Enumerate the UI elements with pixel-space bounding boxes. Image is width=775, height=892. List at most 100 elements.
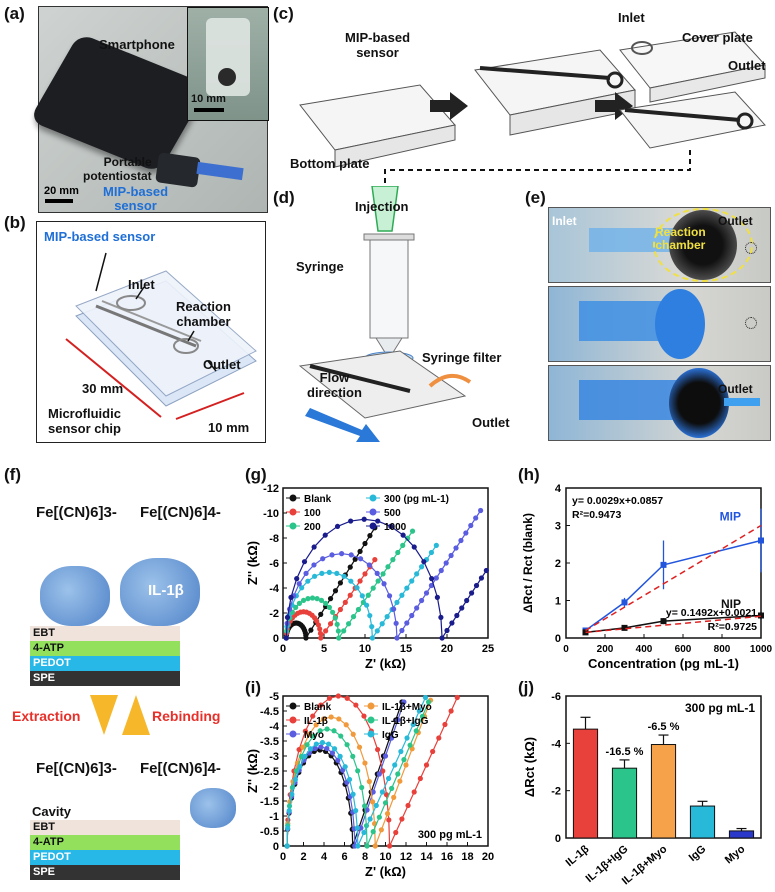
data-point (299, 585, 305, 591)
x-tick-label: 2 (300, 851, 306, 863)
data-point (370, 829, 376, 835)
length-label: 30 mm (82, 381, 124, 396)
cover-inlet (631, 41, 653, 55)
data-point (434, 594, 440, 600)
layer-ebt-bottom: EBT (30, 820, 180, 835)
panel-b-drawing (65, 252, 257, 420)
data-point (296, 746, 302, 753)
x-tick-label: 14 (420, 851, 433, 863)
data-point (362, 571, 368, 577)
x-tick-label: 6 (341, 851, 347, 863)
data-point (362, 803, 368, 809)
chamber-label-b: Reaction chamber (176, 299, 231, 329)
data-point (399, 816, 405, 822)
series-500 (283, 507, 484, 641)
series-line (585, 539, 762, 632)
data-point (315, 622, 322, 628)
data-point (394, 635, 400, 641)
data-point (346, 776, 353, 783)
fit-r2-nip: R²=0.9725 (708, 621, 757, 633)
y-tick-label: -2.5 (260, 766, 279, 778)
data-point (324, 745, 330, 752)
bottom-label: Bottom plate (290, 156, 370, 171)
data-point (448, 708, 454, 714)
y-tick-label: -3 (269, 751, 279, 763)
data-point (389, 735, 395, 741)
data-point (375, 578, 381, 584)
legend-label: Blank (304, 702, 332, 713)
bottom-plate-side (334, 124, 456, 168)
data-point (356, 744, 363, 750)
data-point (370, 789, 376, 795)
data-point (417, 775, 423, 782)
data-point (433, 575, 439, 581)
data-point (405, 535, 411, 541)
layer-spe-top: SPE (30, 671, 180, 686)
data-point (419, 713, 425, 719)
flow-arrow (305, 408, 380, 442)
data-point (354, 585, 360, 591)
percent-label: -6.5 % (648, 721, 680, 733)
data-point (414, 571, 420, 577)
data-point (421, 559, 427, 565)
x-tick-label: 800 (714, 644, 731, 655)
layer-atp-bottom: 4-ATP (30, 835, 180, 850)
sensor-electrode-dot (606, 71, 624, 89)
data-point (318, 635, 324, 641)
data-point (320, 556, 326, 562)
data-point (357, 578, 363, 584)
data-point (367, 533, 373, 539)
data-point (428, 582, 435, 589)
outlet-label-e3: Outlet (718, 382, 753, 396)
data-point (393, 620, 399, 626)
panel-b-label: (b) (4, 213, 26, 232)
syringe-plunger (363, 233, 415, 241)
data-point (344, 742, 350, 748)
data-point (369, 635, 375, 641)
data-point (336, 716, 342, 722)
fit-eq-mip: y= 0.0029x+0.0857 (572, 495, 663, 507)
bar-group (728, 827, 755, 839)
fit-r2-mip: R²=0.9473 (572, 509, 621, 521)
data-point (404, 620, 410, 626)
sensor-label-b: MIP-based sensor (44, 229, 156, 244)
y-tick-label: -6 (551, 691, 561, 703)
data-point (473, 515, 479, 521)
data-point (388, 523, 394, 530)
protein-blob-3 (190, 788, 236, 828)
data-point (384, 614, 390, 620)
data-point (314, 596, 320, 602)
assembled-dot (736, 112, 754, 130)
data-point (469, 590, 475, 596)
photo-e1 (548, 207, 771, 283)
ferro-label-top: Fe[(CN)6]4- (140, 504, 221, 521)
data-point (369, 624, 375, 630)
data-point (473, 582, 480, 589)
panel-e-label: (e) (525, 188, 546, 207)
data-point (312, 745, 318, 752)
data-point (367, 816, 373, 822)
data-point (358, 825, 364, 831)
data-point (329, 552, 335, 558)
y-tick-label: 2 (555, 558, 561, 570)
data-point (300, 744, 306, 750)
outlet-label-d: Outlet (472, 415, 510, 430)
data-point (318, 702, 324, 708)
x-tick-label: 10 (359, 643, 371, 655)
x-tick-label: 0 (280, 851, 286, 863)
data-point (334, 570, 340, 576)
y-axis-label: ΔRct (kΩ) (522, 737, 537, 797)
data-point (483, 567, 489, 574)
data-point (395, 771, 401, 777)
data-point (660, 561, 667, 568)
data-point (301, 559, 308, 565)
legend-label: 200 (304, 522, 321, 533)
data-point (335, 693, 341, 699)
data-point (367, 612, 373, 619)
smartphone-device (28, 33, 210, 173)
data-point (389, 785, 395, 791)
e2-outlet-marker (745, 317, 757, 329)
y-tick-label: -1 (269, 811, 279, 823)
e1-outlet-marker (745, 242, 757, 254)
sensor-strip (196, 161, 244, 181)
